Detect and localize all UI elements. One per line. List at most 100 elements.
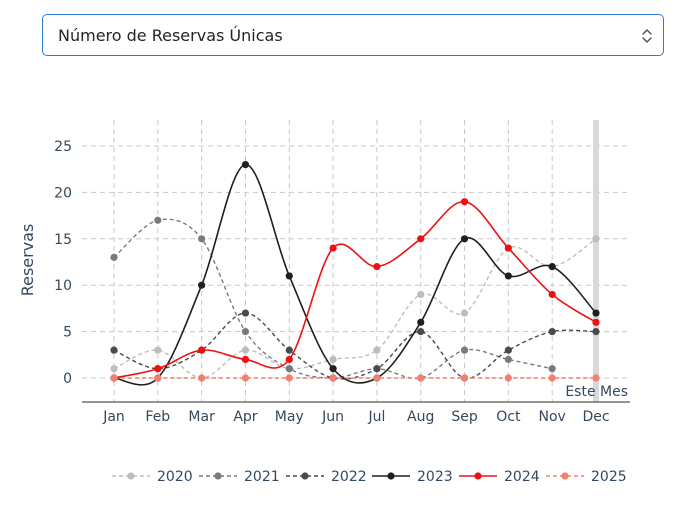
chart-grid [82, 120, 630, 402]
legend-item-2022[interactable]: 2022 [286, 469, 367, 485]
data-point[interactable] [241, 328, 250, 336]
current-month-band [593, 120, 599, 402]
series-2022 [110, 309, 600, 382]
data-point[interactable] [373, 263, 381, 271]
metric-select[interactable]: Número de Reservas Únicas [42, 14, 664, 56]
data-point[interactable] [460, 198, 469, 206]
data-point[interactable] [460, 309, 469, 317]
data-point[interactable] [198, 281, 206, 289]
y-tick-label: 10 [54, 278, 72, 294]
series-2020 [110, 235, 600, 382]
data-point[interactable] [592, 374, 600, 382]
legend-item-2024[interactable]: 2024 [459, 469, 540, 485]
data-point[interactable] [241, 160, 250, 169]
data-point[interactable] [285, 365, 293, 373]
data-point[interactable] [329, 365, 337, 373]
data-point[interactable] [241, 355, 250, 364]
y-axis-label: Reservas [18, 224, 37, 297]
data-point[interactable] [110, 346, 118, 354]
series-line-2023 [113, 163, 597, 386]
legend-swatch-dot [474, 472, 482, 480]
data-point[interactable] [285, 374, 293, 382]
x-tick-label: Dec [582, 409, 609, 425]
metric-select-value: Número de Reservas Únicas [58, 25, 283, 45]
legend-label: 2024 [504, 469, 540, 485]
legend-swatch-dot [301, 472, 309, 480]
data-point[interactable] [548, 328, 556, 336]
data-point[interactable] [504, 244, 512, 252]
data-point[interactable] [241, 309, 250, 317]
data-point[interactable] [110, 365, 118, 373]
legend-item-2023[interactable]: 2023 [372, 469, 453, 485]
data-point[interactable] [417, 374, 425, 382]
series-line-2024 [113, 200, 597, 379]
data-point[interactable] [110, 374, 118, 382]
data-point[interactable] [154, 346, 162, 354]
y-tick-label: 5 [63, 325, 72, 341]
data-point[interactable] [198, 346, 206, 354]
legend-swatch-dot [561, 472, 569, 480]
x-tick-label: Jan [102, 409, 125, 425]
data-point[interactable] [373, 365, 381, 373]
x-tick-label: Sep [451, 409, 478, 425]
legend-item-2025[interactable]: 2025 [546, 469, 627, 485]
data-point[interactable] [198, 235, 206, 243]
legend-label: 2021 [244, 469, 280, 485]
data-point[interactable] [285, 272, 293, 280]
data-point[interactable] [241, 346, 250, 354]
data-point[interactable] [460, 346, 469, 354]
chart-axis: 0 5 10 15 20 25 Jan Feb Mar Apr May Jun Jul Aug Sep Oct… [54, 139, 630, 425]
data-point[interactable] [285, 346, 293, 354]
data-point[interactable] [373, 374, 381, 382]
x-tick-label: Feb [145, 409, 170, 425]
data-point[interactable] [592, 309, 600, 317]
data-point[interactable] [154, 374, 162, 382]
data-point[interactable] [154, 216, 162, 224]
data-point[interactable] [504, 374, 512, 382]
data-point[interactable] [592, 318, 600, 326]
series-2024 [110, 198, 600, 382]
chart-series [110, 160, 600, 386]
data-point[interactable] [154, 365, 162, 373]
data-point[interactable] [548, 290, 556, 299]
data-point[interactable] [417, 290, 425, 299]
data-point[interactable] [504, 272, 512, 280]
legend-label: 2023 [417, 469, 453, 485]
x-tick-label: Jul [367, 409, 385, 425]
data-point[interactable] [198, 374, 206, 382]
data-point[interactable] [548, 365, 556, 373]
data-point[interactable] [285, 355, 293, 364]
data-point[interactable] [592, 328, 600, 336]
data-point[interactable] [460, 235, 469, 243]
x-tick-label: Apr [233, 409, 257, 425]
y-tick-label: 20 [54, 185, 72, 201]
chart-legend: 2020 2021 2022 2023 2024 2025 [112, 469, 627, 485]
data-point[interactable] [417, 328, 425, 336]
legend-swatch-dot [387, 472, 395, 480]
data-point[interactable] [548, 263, 556, 271]
data-point[interactable] [373, 346, 381, 354]
data-point[interactable] [460, 374, 469, 382]
data-point[interactable] [329, 374, 337, 382]
x-tick-label: Jun [321, 409, 344, 425]
data-point[interactable] [241, 374, 250, 382]
x-tick-label: Nov [539, 409, 566, 425]
data-point[interactable] [110, 253, 118, 261]
data-point[interactable] [504, 346, 512, 354]
y-tick-label: 15 [54, 232, 72, 248]
data-point[interactable] [592, 235, 600, 243]
y-tick-label: 0 [63, 371, 72, 387]
legend-swatch-dot [214, 472, 222, 480]
legend-item-2021[interactable]: 2021 [199, 469, 280, 485]
y-tick-label: 25 [54, 139, 72, 155]
legend-item-2020[interactable]: 2020 [112, 469, 193, 485]
data-point[interactable] [548, 374, 556, 382]
data-point[interactable] [329, 244, 337, 252]
data-point[interactable] [417, 318, 425, 326]
data-point[interactable] [417, 235, 425, 243]
data-point[interactable] [504, 355, 512, 364]
x-tick-label: Aug [407, 409, 434, 425]
data-point[interactable] [329, 355, 337, 364]
x-tick-label: Mar [188, 409, 215, 425]
